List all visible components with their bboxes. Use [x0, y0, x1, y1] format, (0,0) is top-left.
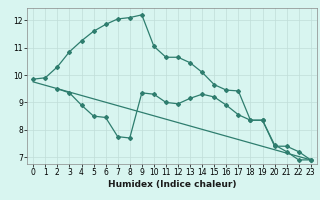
- X-axis label: Humidex (Indice chaleur): Humidex (Indice chaleur): [108, 180, 236, 189]
